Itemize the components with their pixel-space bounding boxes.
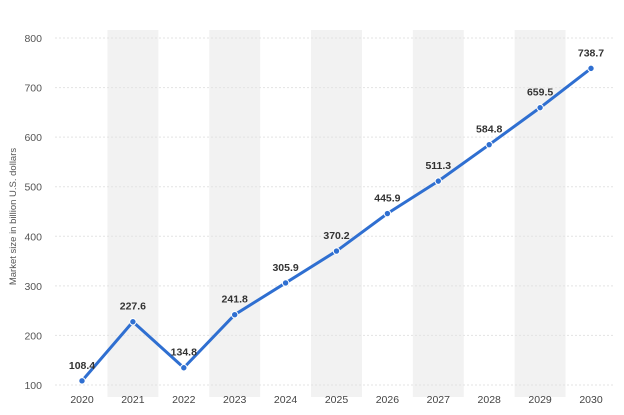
x-tick-label: 2022 [172, 394, 196, 406]
data-point[interactable] [332, 247, 341, 255]
x-tick-label: 2020 [70, 394, 94, 406]
x-tick-label: 2023 [223, 394, 247, 406]
data-point[interactable] [485, 140, 493, 149]
y-tick-label: 500 [24, 182, 42, 194]
x-tick-label: 2026 [376, 394, 400, 406]
y-tick-label: 100 [24, 380, 42, 392]
data-label: 370.2 [323, 230, 349, 242]
category-band [311, 30, 362, 397]
x-tick-label: 2028 [478, 394, 502, 406]
category-band [209, 30, 261, 397]
data-point[interactable] [281, 279, 290, 287]
data-point[interactable] [129, 318, 137, 326]
y-axis-ticks: 100 200 300 400 500 600 700 800 [24, 33, 42, 392]
data-label: 134.8 [171, 347, 197, 359]
data-label: 738.7 [578, 47, 604, 59]
data-label: 584.8 [476, 124, 502, 136]
category-bands [107, 30, 566, 397]
data-labels: 108.4 227.6 134.8 241.8 305.9 370.2 445.9 511.3… [69, 47, 604, 371]
x-tick-label: 2027 [427, 394, 451, 406]
category-band [412, 30, 464, 397]
y-axis-label: Market size in billion U.S. dollars [8, 148, 19, 286]
y-tick-label: 600 [24, 132, 42, 144]
data-label: 227.6 [120, 301, 146, 313]
data-point[interactable] [434, 177, 442, 185]
y-tick-label: 200 [24, 330, 42, 342]
x-tick-label: 2030 [579, 394, 603, 406]
data-point[interactable] [78, 377, 86, 385]
category-band [514, 30, 566, 397]
y-tick-label: 800 [24, 33, 42, 45]
x-tick-label: 2024 [274, 394, 298, 406]
x-tick-label: 2025 [325, 394, 349, 406]
data-point[interactable] [587, 64, 595, 73]
data-label: 241.8 [222, 294, 248, 306]
data-point[interactable] [536, 103, 544, 112]
data-label: 659.5 [527, 87, 553, 99]
x-axis-ticks: 2020 2021 2022 2023 2024 2025 2026 2027 2028 2029… [70, 394, 603, 406]
data-label: 511.3 [425, 160, 451, 172]
y-tick-label: 300 [24, 281, 42, 293]
y-tick-label: 400 [24, 231, 42, 243]
data-point[interactable] [231, 311, 239, 319]
data-label: 305.9 [272, 262, 298, 274]
data-label: 445.9 [374, 193, 400, 205]
data-point[interactable] [180, 364, 188, 372]
data-point[interactable] [383, 209, 392, 218]
x-tick-label: 2029 [528, 394, 552, 406]
data-series [78, 64, 595, 385]
x-tick-label: 2021 [121, 394, 145, 406]
y-tick-label: 700 [24, 83, 42, 95]
data-label: 108.4 [69, 360, 95, 372]
